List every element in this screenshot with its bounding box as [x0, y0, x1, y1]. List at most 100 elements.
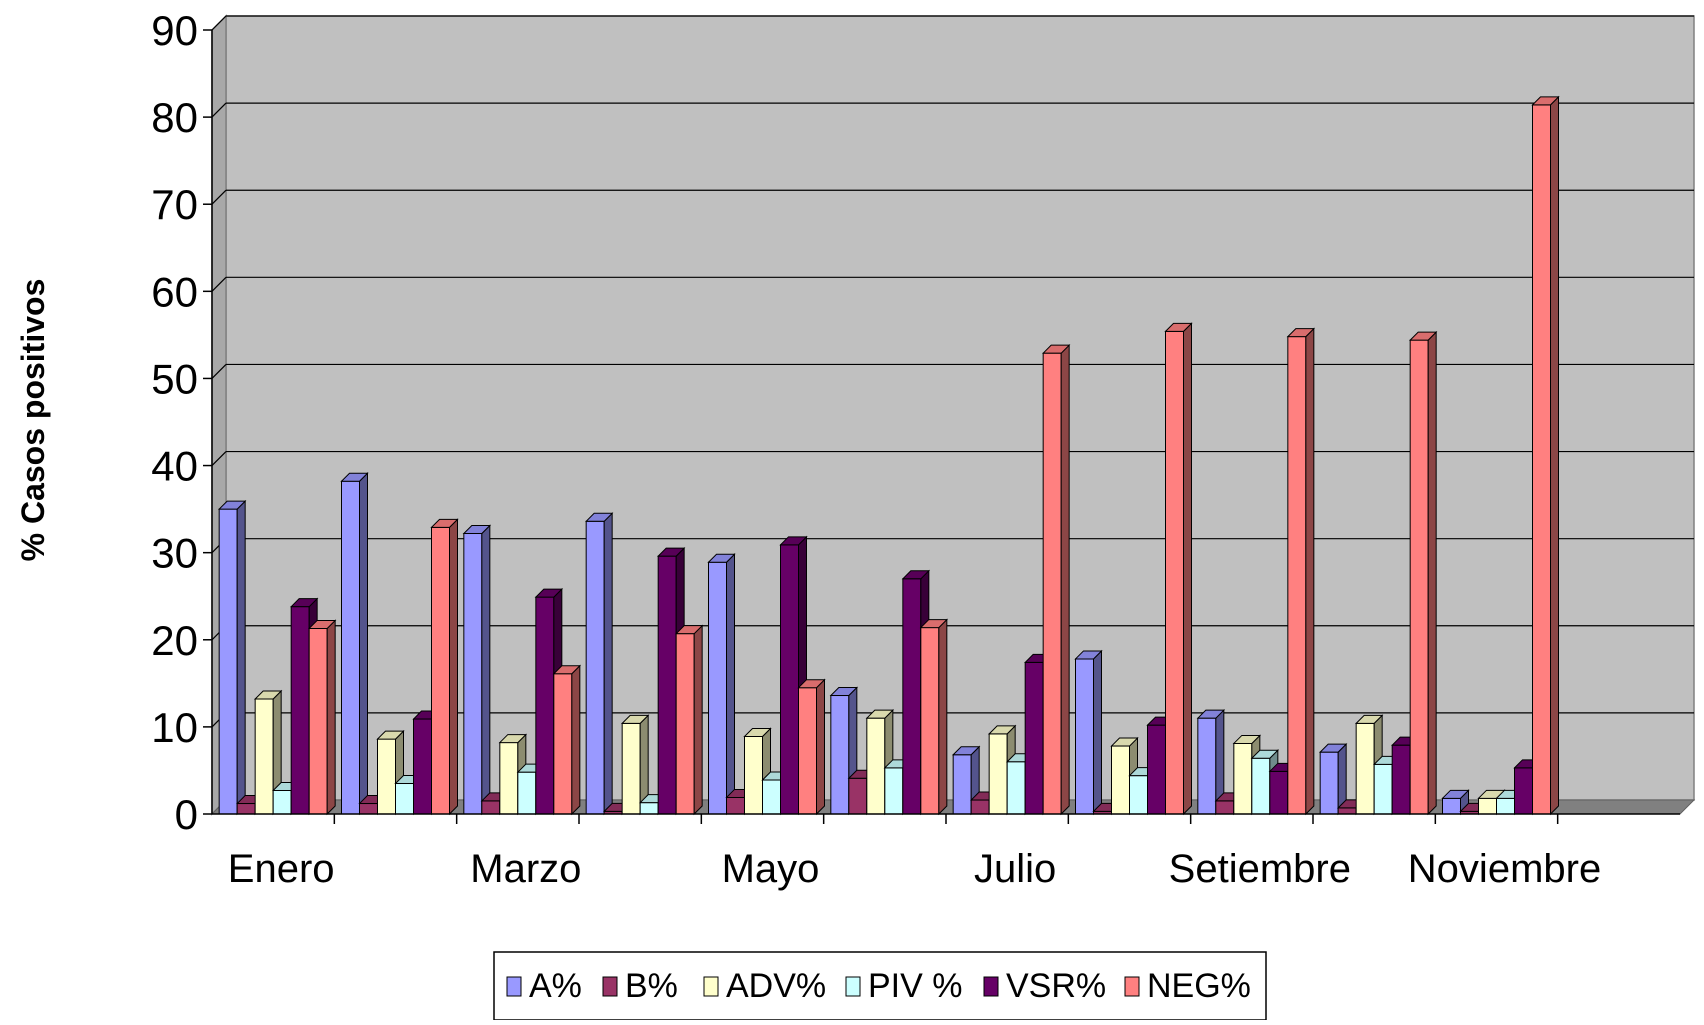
bar-side [1428, 332, 1436, 814]
bar-front [432, 527, 450, 814]
bar-front [745, 736, 763, 814]
bar-front [709, 562, 727, 814]
bar-front [953, 755, 971, 814]
bar [1043, 345, 1069, 814]
bar-front [1270, 771, 1288, 814]
bar-front [1234, 743, 1252, 814]
x-tick-label: Marzo [470, 847, 581, 891]
bar-side [694, 626, 702, 814]
y-axis-title: % Casos positivos [15, 279, 51, 562]
bar-front [518, 772, 536, 814]
legend-swatch [603, 977, 617, 996]
bar-front [536, 597, 554, 814]
bar-side [360, 473, 368, 814]
y-tick-label: 90 [151, 7, 198, 54]
bar-front [378, 739, 396, 814]
bar-front [1374, 764, 1392, 814]
bar-front [1007, 762, 1025, 814]
bar [1410, 332, 1436, 814]
bar-front [781, 545, 799, 814]
bar-front [482, 801, 500, 814]
bar-front [1166, 331, 1184, 814]
bar-front [1320, 752, 1338, 814]
bar [586, 513, 612, 814]
legend-swatch [507, 977, 521, 996]
y-tick-label: 60 [151, 268, 198, 315]
bar-side [450, 519, 458, 814]
bar-front [1148, 725, 1166, 814]
bar-front [1076, 659, 1094, 814]
bar-side [817, 680, 825, 814]
y-tick-labels: 0 10 20 30 40 50 60 70 80 90 [151, 7, 198, 838]
bar-front [921, 628, 939, 814]
x-tick-label: Julio [974, 847, 1056, 891]
x-tick-labels: Enero Marzo Mayo Julio Setiembre Noviembre [228, 847, 1601, 891]
legend: A% B% ADV% PIV % VSR% NEG% [494, 952, 1266, 1020]
bar-front [1338, 808, 1356, 814]
bar-front [291, 607, 309, 814]
bar-front [255, 699, 273, 814]
bar [921, 620, 947, 814]
bar-front [849, 778, 867, 814]
bar-side [1184, 323, 1192, 814]
legend-swatch [704, 977, 718, 996]
x-tick-label: Setiembre [1169, 847, 1351, 891]
bar-side [482, 526, 490, 814]
bar [1533, 97, 1559, 814]
bar-front [1515, 768, 1533, 814]
bar-side [572, 666, 580, 814]
bar-front [1043, 353, 1061, 814]
legend-label: NEG% [1147, 967, 1251, 1005]
bar-front [273, 790, 291, 814]
bar-front [1356, 723, 1374, 814]
bar [799, 680, 825, 814]
bar-side [727, 554, 735, 814]
bar-front [1443, 798, 1461, 814]
bar-front [1392, 745, 1410, 814]
bar-front [1479, 798, 1497, 814]
bar-front [360, 804, 378, 814]
bar-front [622, 723, 640, 814]
bar-front [309, 628, 327, 814]
bar-front [763, 780, 781, 814]
bar-front [237, 804, 255, 814]
legend-label: B% [625, 967, 678, 1005]
bar [432, 519, 458, 814]
bar-front [554, 674, 572, 814]
bar-front [1112, 746, 1130, 814]
bar-side [939, 620, 947, 814]
x-tick-label: Mayo [722, 847, 820, 891]
bar-front [1252, 758, 1270, 814]
bar [709, 554, 735, 814]
bar-front [1288, 337, 1306, 814]
bar-front [831, 696, 849, 814]
bar [1166, 323, 1192, 814]
bar-front [1497, 798, 1515, 814]
y-tick-label: 0 [175, 791, 198, 838]
bar-side [1306, 329, 1314, 814]
bar [309, 620, 335, 814]
legend-swatch [846, 977, 860, 996]
bar [342, 473, 368, 814]
bar-side [1551, 97, 1559, 814]
bar-front [989, 734, 1007, 814]
bar [1076, 651, 1102, 814]
legend-label: VSR% [1006, 967, 1106, 1005]
y-tick-label: 30 [151, 530, 198, 577]
bar-front [676, 634, 694, 814]
bar [554, 666, 580, 814]
y-tick-label: 40 [151, 443, 198, 490]
bar-front [464, 534, 482, 814]
bar-front [1198, 718, 1216, 814]
legend-label: PIV % [868, 967, 962, 1005]
bar-side [604, 513, 612, 814]
bar-side [1094, 651, 1102, 814]
x-tick-label: Noviembre [1408, 847, 1601, 891]
bar-front [867, 718, 885, 814]
y-tick-label: 50 [151, 355, 198, 402]
bar-front [500, 743, 518, 814]
bar [219, 501, 245, 814]
bar-front [640, 803, 658, 814]
bar [1288, 329, 1314, 814]
